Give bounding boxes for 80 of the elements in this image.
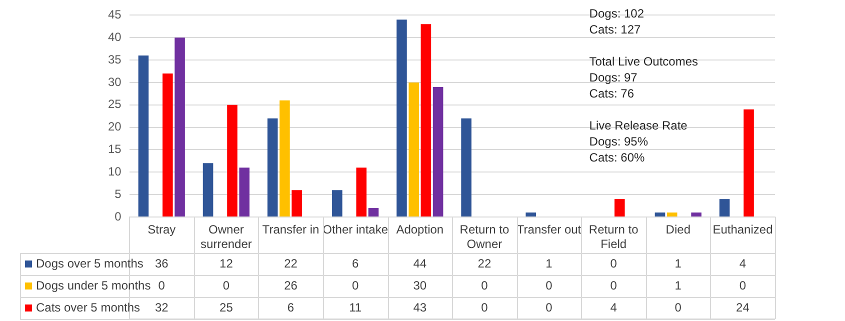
data-label: 6 xyxy=(287,300,294,314)
data-label: 0 xyxy=(352,278,359,292)
bar xyxy=(138,56,149,216)
bar xyxy=(614,199,625,216)
y-tick-label: 15 xyxy=(108,142,122,156)
data-label: 4 xyxy=(610,300,618,314)
bar xyxy=(526,212,536,216)
y-tick-label: 40 xyxy=(108,30,122,44)
x-tick-label: Adoption xyxy=(396,222,444,237)
bar xyxy=(654,212,666,216)
bar xyxy=(267,118,278,216)
data-label: 4 xyxy=(739,256,746,270)
bar xyxy=(691,212,702,216)
bar xyxy=(227,104,238,216)
data-label: 12 xyxy=(220,256,234,270)
data-label: 6 xyxy=(352,256,359,270)
data-label: 36 xyxy=(154,256,169,270)
annotation: Live Release Rate Dogs: 95% Cats: 60% xyxy=(589,118,688,164)
x-tick-label: Return to Field xyxy=(588,222,639,251)
legend-label: Dogs over 5 months xyxy=(36,256,144,270)
x-tick-label: Return to Owner xyxy=(460,222,510,251)
bar xyxy=(356,168,367,216)
bar xyxy=(432,86,444,216)
bar xyxy=(408,82,419,216)
annotation: Dogs: 102 Cats: 127 xyxy=(589,6,644,36)
x-tick-label: Owner surrender xyxy=(200,222,252,251)
bar xyxy=(332,190,342,216)
bar xyxy=(719,199,730,216)
y-tick-label: 30 xyxy=(108,74,122,89)
data-label: 30 xyxy=(413,278,427,292)
data-label: 0 xyxy=(739,278,746,292)
bar xyxy=(420,24,432,216)
x-tick-label: Stray xyxy=(148,222,176,237)
data-label: 0 xyxy=(481,300,488,314)
data-label: 0 xyxy=(158,278,166,292)
data-label: 22 xyxy=(284,256,298,270)
x-tick-label: Died xyxy=(666,222,690,237)
data-label: 1 xyxy=(674,278,682,292)
y-tick-label: 20 xyxy=(108,120,122,134)
x-tick-label: Other intake xyxy=(322,222,388,237)
bar xyxy=(461,118,472,216)
data-label: 0 xyxy=(222,278,230,292)
data-label: 44 xyxy=(413,256,427,270)
legend-label: Cats over 5 months xyxy=(36,300,140,314)
data-label: 0 xyxy=(610,278,618,292)
data-label: 1 xyxy=(546,256,553,270)
data-label: 22 xyxy=(478,256,492,270)
bar xyxy=(239,168,250,216)
bar xyxy=(280,100,290,216)
bar xyxy=(368,208,379,216)
bar xyxy=(666,212,678,216)
data-label: 0 xyxy=(546,278,553,292)
bar xyxy=(162,74,173,216)
data-label: 11 xyxy=(349,300,362,314)
data-label: 0 xyxy=(674,300,682,314)
legend-label: Dogs under 5 months xyxy=(36,278,151,292)
data-label: 0 xyxy=(546,300,553,314)
x-tick-label: Transfer out xyxy=(516,222,582,237)
data-label: 26 xyxy=(284,278,298,292)
y-tick-label: 10 xyxy=(108,164,122,178)
data-label: 25 xyxy=(220,300,234,314)
y-tick-label: 45 xyxy=(108,8,122,22)
x-tick-label: Euthanized xyxy=(712,222,773,237)
bar xyxy=(396,20,407,216)
data-label: 32 xyxy=(154,300,169,314)
y-tick-label: 0 xyxy=(114,209,122,224)
data-label: 43 xyxy=(413,300,427,314)
data-label: 0 xyxy=(481,278,488,292)
y-tick-label: 25 xyxy=(108,97,122,112)
data-label: 1 xyxy=(674,256,682,270)
bar xyxy=(202,163,214,216)
bar xyxy=(292,190,302,216)
y-tick-label: 35 xyxy=(108,52,122,66)
data-label: 24 xyxy=(736,300,750,314)
y-tick-label: 5 xyxy=(114,186,122,201)
data-label: 0 xyxy=(610,256,618,270)
x-tick-label: Transfer in xyxy=(262,222,320,237)
bar xyxy=(744,109,754,216)
bar xyxy=(174,38,185,216)
annotation: Total Live Outcomes Dogs: 97 Cats: 76 xyxy=(589,54,698,100)
